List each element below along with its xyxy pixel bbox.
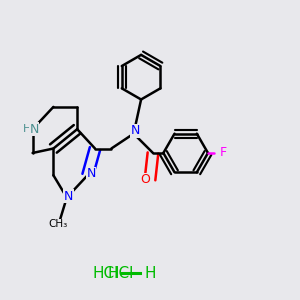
Text: H: H (23, 124, 32, 134)
Text: N: N (130, 124, 140, 137)
Text: N: N (64, 190, 73, 202)
Text: N: N (29, 123, 39, 136)
Text: HCl: HCl (92, 266, 118, 281)
Text: H: H (144, 266, 156, 281)
Text: F: F (219, 146, 226, 160)
Text: N: N (86, 167, 96, 180)
Text: O: O (141, 173, 151, 186)
Text: CH₃: CH₃ (48, 219, 68, 229)
Text: HCl: HCl (107, 266, 134, 281)
